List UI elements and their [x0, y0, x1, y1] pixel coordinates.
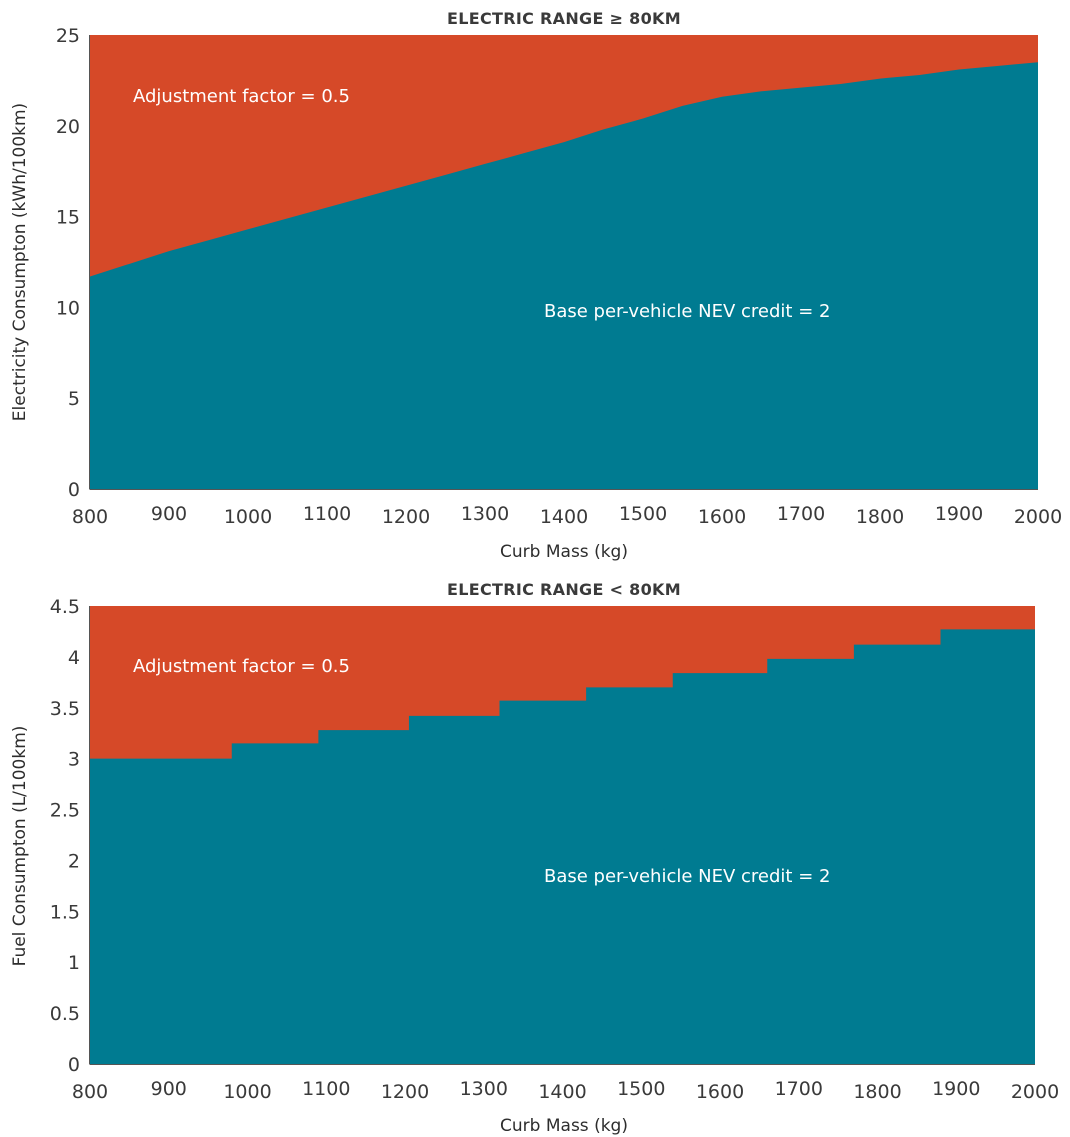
- chart-2-base-credit-label: Base per-vehicle NEV credit = 2: [544, 866, 830, 887]
- chart-2-x-tick-label: 1200: [381, 1081, 429, 1103]
- chart-1-y-tick-label: 5: [68, 388, 80, 410]
- chart-1-x-tick-label: 1700: [777, 503, 825, 525]
- chart-2-x-tick-label: 1900: [932, 1078, 980, 1100]
- chart-2-x-tick-label: 900: [151, 1078, 187, 1100]
- chart-2-lower-area: [90, 629, 1035, 1064]
- chart-1-x-tick-label: 1600: [698, 506, 746, 528]
- chart-2-x-axis-label: Curb Mass (kg): [500, 1116, 628, 1136]
- chart-2-y-tick-label: 3: [68, 749, 80, 771]
- chart-1-y-ticks: 0 5 10 15 20 25: [56, 25, 80, 501]
- chart-2-x-ticks: 800 900 1000 1100 1200 1300 1400 1500 1600 1700 18…: [72, 1078, 1059, 1103]
- chart-2-x-tick-label: 1400: [538, 1081, 586, 1103]
- chart-1-y-tick-label: 10: [56, 297, 80, 319]
- chart-2-y-axis-label: Fuel Consumpton (L/100km): [10, 726, 30, 967]
- chart-1-x-tick-label: 900: [151, 503, 187, 525]
- chart-1-y-axis-label: Electricity Consumpton (kWh/100km): [10, 103, 30, 421]
- chart-1-x-tick-label: 2000: [1014, 506, 1062, 528]
- chart-1-lower-area: [90, 62, 1038, 490]
- chart-2-x-tick-label: 1600: [696, 1081, 744, 1103]
- chart-1-adjustment-label: Adjustment factor = 0.5: [133, 86, 350, 107]
- chart-1-x-tick-label: 1300: [461, 503, 509, 525]
- chart-2-x-tick-label: 1100: [302, 1078, 350, 1100]
- chart-1-title: ELECTRIC RANGE ≥ 80KM: [447, 9, 681, 28]
- chart-1-y-tick-label: 0: [68, 479, 80, 501]
- chart-2-y-ticks: 0 0.5 1 1.5 2 2.5 3 3.5 4 4.5: [50, 596, 80, 1076]
- chart-1-base-credit-label: Base per-vehicle NEV credit = 2: [544, 301, 830, 322]
- chart-2-y-tick-label: 0: [68, 1054, 80, 1076]
- chart-1-y-tick-label: 25: [56, 25, 80, 47]
- chart-1-x-ticks: 800 900 1000 1100 1200 1300 1400 1500 1600 1700 18…: [72, 503, 1062, 528]
- chart-1-y-tick-label: 20: [56, 116, 80, 138]
- chart-2-x-tick-label: 2000: [1011, 1081, 1059, 1103]
- chart-1-x-tick-label: 1400: [540, 506, 588, 528]
- chart-2-y-tick-label: 4.5: [50, 596, 80, 618]
- chart-1-y-tick-label: 15: [56, 207, 80, 229]
- chart-2-x-tick-label: 1300: [460, 1078, 508, 1100]
- chart-2-y-tick-label: 0.5: [50, 1003, 80, 1025]
- chart-2-title: ELECTRIC RANGE < 80KM: [447, 580, 681, 599]
- chart-1-x-tick-label: 1800: [856, 506, 904, 528]
- chart-2-y-tick-label: 4: [68, 647, 80, 669]
- chart-1-x-axis-label: Curb Mass (kg): [500, 542, 628, 562]
- chart-1-x-tick-label: 1500: [619, 503, 667, 525]
- chart-1-x-tick-label: 1900: [935, 503, 983, 525]
- chart-2-x-tick-label: 1700: [775, 1078, 823, 1100]
- chart-1-x-tick-label: 800: [72, 506, 108, 528]
- chart-2-y-tick-label: 1.5: [50, 901, 80, 923]
- chart-1-x-tick-label: 1100: [303, 503, 351, 525]
- chart-2-y-tick-label: 2.5: [50, 800, 80, 822]
- chart-2-y-tick-label: 1: [68, 952, 80, 974]
- chart-2-x-tick-label: 1800: [853, 1081, 901, 1103]
- chart-2-x-tick-label: 800: [72, 1081, 108, 1103]
- chart-1-x-tick-label: 1000: [224, 506, 272, 528]
- chart-2-adjustment-label: Adjustment factor = 0.5: [133, 656, 350, 677]
- chart-1-x-tick-label: 1200: [382, 506, 430, 528]
- chart-2-x-tick-label: 1000: [223, 1081, 271, 1103]
- chart-2-y-tick-label: 2: [68, 850, 80, 872]
- chart-2-x-tick-label: 1500: [617, 1078, 665, 1100]
- chart-electric-range-lt-80km: ELECTRIC RANGE < 80KM 0 0.5 1 1.5 2 2.5 3 3.5 4 4…: [10, 580, 1059, 1136]
- chart-2-y-tick-label: 3.5: [50, 698, 80, 720]
- chart-electric-range-ge-80km: ELECTRIC RANGE ≥ 80KM 0 5 10 15 20 25 800 900 1…: [10, 9, 1062, 562]
